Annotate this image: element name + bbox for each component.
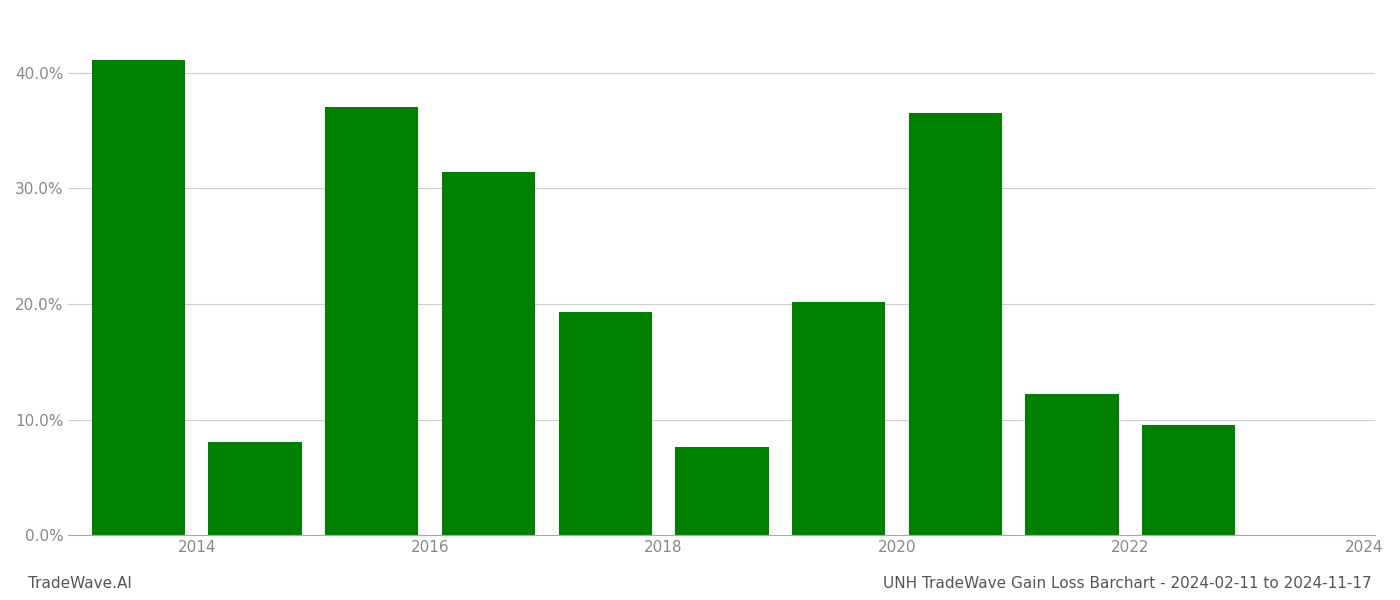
Bar <box>1025 394 1119 535</box>
Bar <box>792 302 885 535</box>
Text: TradeWave.AI: TradeWave.AI <box>28 576 132 591</box>
Bar <box>909 113 1002 535</box>
Bar <box>92 60 185 535</box>
Bar <box>209 442 302 535</box>
Bar <box>1142 425 1235 535</box>
Bar <box>559 312 652 535</box>
Bar <box>325 107 419 535</box>
Text: UNH TradeWave Gain Loss Barchart - 2024-02-11 to 2024-11-17: UNH TradeWave Gain Loss Barchart - 2024-… <box>883 576 1372 591</box>
Bar <box>442 172 535 535</box>
Bar <box>675 447 769 535</box>
